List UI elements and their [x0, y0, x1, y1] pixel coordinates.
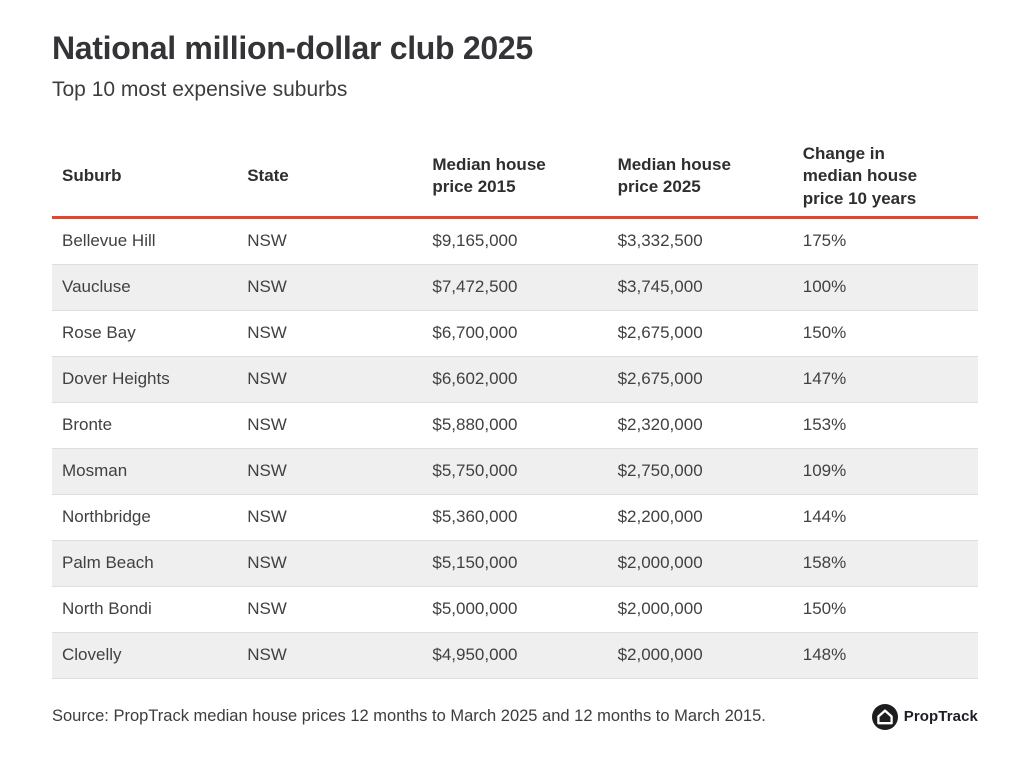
- table-cell: $4,950,000: [422, 632, 608, 679]
- table-cell: Rose Bay: [52, 310, 238, 357]
- table-cell: $5,750,000: [422, 448, 608, 495]
- suburb-price-table: Suburb State Median house price 2015 Med…: [52, 136, 978, 679]
- table-row: Mosman NSW $5,750,000 $2,750,000 109%: [52, 448, 978, 495]
- page-title: National million-dollar club 2025: [52, 30, 533, 66]
- table-cell: $2,675,000: [607, 356, 793, 403]
- table-cell: NSW: [237, 402, 423, 449]
- table-cell: NSW: [237, 310, 423, 357]
- table-cell: Dover Heights: [52, 356, 238, 403]
- table-row: North Bondi NSW $5,000,000 $2,000,000 150%: [52, 586, 978, 633]
- table-cell: 148%: [792, 632, 978, 679]
- table-cell: $2,750,000: [607, 448, 793, 495]
- table-cell: $5,880,000: [422, 402, 608, 449]
- table-cell: NSW: [237, 494, 423, 541]
- table-header-row: Suburb State Median house price 2015 Med…: [52, 136, 978, 219]
- table-cell: Bronte: [52, 402, 238, 449]
- table-cell: 100%: [792, 264, 978, 311]
- table-cell: $5,150,000: [422, 540, 608, 587]
- table-cell: North Bondi: [52, 586, 238, 633]
- table-cell: NSW: [237, 356, 423, 403]
- proptrack-wordmark: PropTrack: [903, 708, 978, 726]
- table-cell: $2,000,000: [607, 586, 793, 633]
- table-cell: Bellevue Hill: [52, 217, 238, 265]
- table-cell: 150%: [792, 310, 978, 357]
- table-cell: 147%: [792, 356, 978, 403]
- table-row: Rose Bay NSW $6,700,000 $2,675,000 150%: [52, 310, 978, 357]
- column-header-change: Change in median house price 10 years: [792, 136, 978, 219]
- table-cell: Mosman: [52, 448, 238, 495]
- table-cell: Northbridge: [52, 494, 238, 541]
- table-cell: $3,745,000: [607, 264, 793, 311]
- table-cell: Palm Beach: [52, 540, 238, 587]
- table-cell: 153%: [792, 402, 978, 449]
- column-header-price-2015: Median house price 2015: [422, 136, 608, 219]
- table-cell: $2,200,000: [607, 494, 793, 541]
- table-cell: 109%: [792, 448, 978, 495]
- table-cell: NSW: [237, 632, 423, 679]
- table-cell: NSW: [237, 217, 423, 265]
- table-cell: $6,602,000: [422, 356, 608, 403]
- table-cell: $2,320,000: [607, 402, 793, 449]
- table-cell: $2,675,000: [607, 310, 793, 357]
- footer: Source: PropTrack median house prices 12…: [52, 703, 978, 730]
- table-cell: 175%: [792, 217, 978, 265]
- table-cell: $9,165,000: [422, 217, 608, 265]
- table-cell: $7,472,500: [422, 264, 608, 311]
- column-header-price-2025: Median house price 2025: [607, 136, 793, 219]
- proptrack-house-icon: [871, 703, 898, 730]
- table-cell: $6,700,000: [422, 310, 608, 357]
- column-header-state: State: [237, 136, 423, 219]
- table-cell: NSW: [237, 264, 423, 311]
- page-subtitle: Top 10 most expensive suburbs: [52, 77, 348, 101]
- table-cell: 158%: [792, 540, 978, 587]
- table-header: Suburb State Median house price 2015 Med…: [52, 136, 978, 219]
- table-row: Palm Beach NSW $5,150,000 $2,000,000 158%: [52, 540, 978, 587]
- table-row: Northbridge NSW $5,360,000 $2,200,000 144%: [52, 494, 978, 541]
- table-cell: 144%: [792, 494, 978, 541]
- table-cell: $5,000,000: [422, 586, 608, 633]
- table-cell: $5,360,000: [422, 494, 608, 541]
- column-header-suburb: Suburb: [52, 136, 238, 219]
- table-cell: $2,000,000: [607, 540, 793, 587]
- table-row: Bellevue Hill NSW $9,165,000 $3,332,500 175%: [52, 217, 978, 265]
- table-row: Dover Heights NSW $6,602,000 $2,675,000 147%: [52, 356, 978, 403]
- table-row: Vaucluse NSW $7,472,500 $3,745,000 100%: [52, 264, 978, 311]
- table-cell: NSW: [237, 540, 423, 587]
- table-cell: Clovelly: [52, 632, 238, 679]
- source-note: Source: PropTrack median house prices 12…: [52, 707, 766, 726]
- table-cell: $3,332,500: [607, 217, 793, 265]
- proptrack-logo: PropTrack: [871, 703, 978, 730]
- table-row: Bronte NSW $5,880,000 $2,320,000 153%: [52, 402, 978, 449]
- table-body: Bellevue Hill NSW $9,165,000 $3,332,500 175%…: [52, 217, 978, 679]
- table-cell: $2,000,000: [607, 632, 793, 679]
- table-row: Clovelly NSW $4,950,000 $2,000,000 148%: [52, 632, 978, 679]
- table-cell: NSW: [237, 586, 423, 633]
- table-cell: Vaucluse: [52, 264, 238, 311]
- table-cell: 150%: [792, 586, 978, 633]
- table-cell: NSW: [237, 448, 423, 495]
